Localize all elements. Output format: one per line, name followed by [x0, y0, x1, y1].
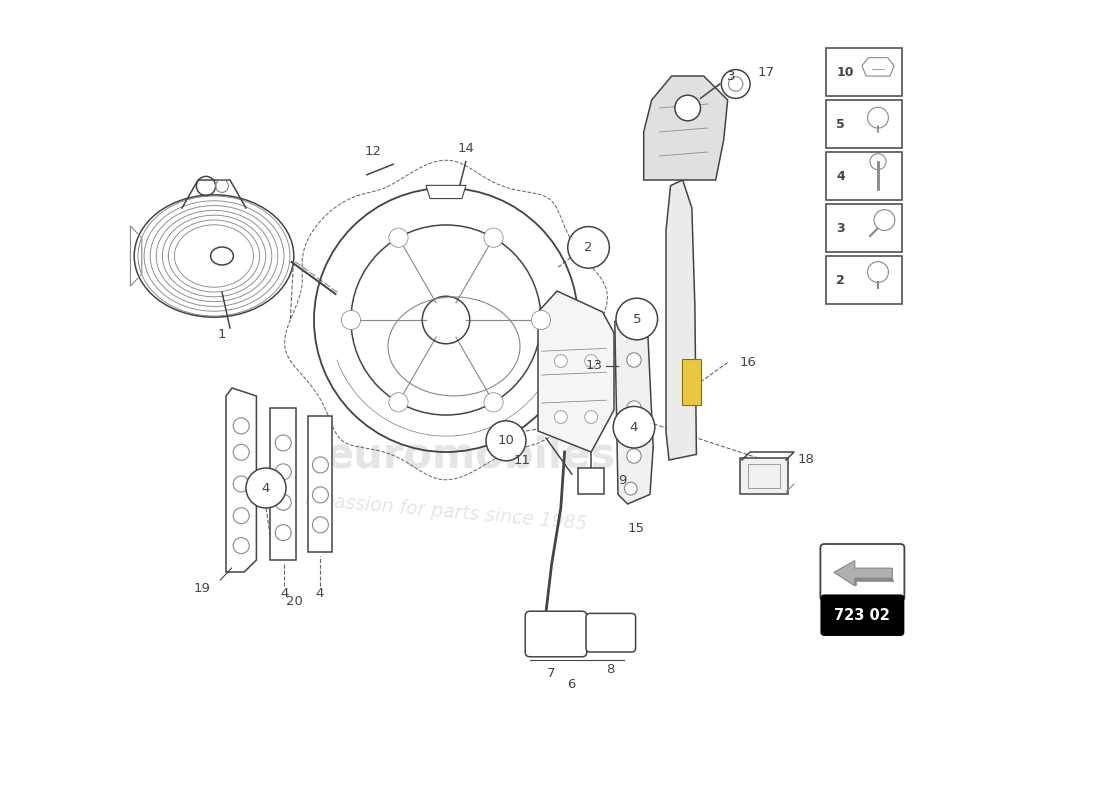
Circle shape: [312, 457, 329, 473]
Text: 7: 7: [547, 667, 556, 680]
FancyBboxPatch shape: [308, 416, 332, 552]
Circle shape: [486, 421, 526, 461]
Circle shape: [389, 393, 408, 412]
Text: 6: 6: [568, 678, 575, 690]
Polygon shape: [855, 578, 894, 586]
FancyBboxPatch shape: [826, 152, 902, 200]
Text: 13: 13: [585, 359, 603, 372]
Text: 12: 12: [365, 145, 382, 158]
Text: 11: 11: [514, 454, 530, 466]
Text: 10: 10: [836, 66, 854, 78]
Polygon shape: [426, 186, 466, 198]
Circle shape: [613, 406, 654, 448]
Text: 2: 2: [584, 241, 593, 254]
Circle shape: [627, 449, 641, 463]
Circle shape: [275, 435, 292, 451]
Text: 19: 19: [194, 582, 210, 594]
Circle shape: [233, 538, 250, 554]
Text: 4: 4: [316, 587, 323, 600]
FancyBboxPatch shape: [586, 614, 636, 652]
Circle shape: [389, 228, 408, 247]
Circle shape: [585, 354, 597, 367]
Circle shape: [554, 354, 568, 367]
Polygon shape: [666, 180, 696, 460]
Circle shape: [722, 70, 750, 98]
Circle shape: [531, 310, 551, 330]
Polygon shape: [644, 76, 728, 180]
Circle shape: [341, 310, 361, 330]
Polygon shape: [226, 388, 256, 572]
Circle shape: [233, 418, 250, 434]
Circle shape: [275, 464, 292, 480]
Circle shape: [312, 487, 329, 503]
FancyBboxPatch shape: [826, 256, 902, 304]
Circle shape: [233, 476, 250, 492]
Text: 4: 4: [836, 170, 845, 182]
Circle shape: [484, 393, 503, 412]
Circle shape: [568, 226, 609, 268]
Text: 3: 3: [836, 222, 845, 234]
Circle shape: [275, 525, 292, 541]
Text: 3: 3: [727, 70, 736, 82]
Text: 17: 17: [758, 66, 774, 78]
FancyBboxPatch shape: [826, 100, 902, 148]
Text: 20: 20: [286, 595, 302, 608]
Circle shape: [554, 410, 568, 423]
Text: 14: 14: [458, 142, 474, 155]
FancyBboxPatch shape: [822, 595, 903, 635]
Circle shape: [585, 410, 597, 423]
Text: 8: 8: [606, 663, 615, 676]
Text: 4: 4: [262, 482, 271, 494]
Text: euromobiles: euromobiles: [324, 435, 615, 477]
Circle shape: [275, 494, 292, 510]
FancyBboxPatch shape: [821, 544, 904, 601]
Circle shape: [627, 401, 641, 415]
Text: 4: 4: [280, 587, 288, 600]
Text: 10: 10: [497, 434, 515, 447]
Circle shape: [233, 444, 250, 460]
Text: 723 02: 723 02: [835, 608, 890, 622]
Circle shape: [728, 77, 743, 91]
FancyBboxPatch shape: [739, 458, 789, 494]
Text: 2: 2: [836, 274, 845, 286]
Circle shape: [616, 298, 658, 340]
Polygon shape: [615, 308, 653, 504]
Circle shape: [233, 508, 250, 524]
FancyBboxPatch shape: [270, 408, 296, 560]
FancyBboxPatch shape: [682, 359, 701, 405]
Circle shape: [625, 482, 637, 495]
Text: 16: 16: [740, 355, 757, 369]
Text: 4: 4: [630, 421, 638, 434]
Circle shape: [484, 228, 503, 247]
Circle shape: [675, 95, 701, 121]
Circle shape: [627, 353, 641, 367]
Text: 18: 18: [798, 454, 814, 466]
Text: 5: 5: [632, 313, 641, 326]
Circle shape: [246, 468, 286, 508]
Text: 5: 5: [836, 118, 845, 130]
FancyBboxPatch shape: [525, 611, 586, 657]
Text: a passion for parts since 1985: a passion for parts since 1985: [304, 490, 587, 534]
Text: 1: 1: [218, 327, 227, 341]
Circle shape: [312, 517, 329, 533]
Polygon shape: [538, 291, 614, 452]
FancyBboxPatch shape: [579, 468, 604, 494]
Polygon shape: [834, 561, 892, 586]
FancyBboxPatch shape: [826, 48, 902, 96]
Text: 15: 15: [627, 522, 645, 534]
FancyBboxPatch shape: [826, 204, 902, 252]
Text: 9: 9: [618, 474, 626, 487]
